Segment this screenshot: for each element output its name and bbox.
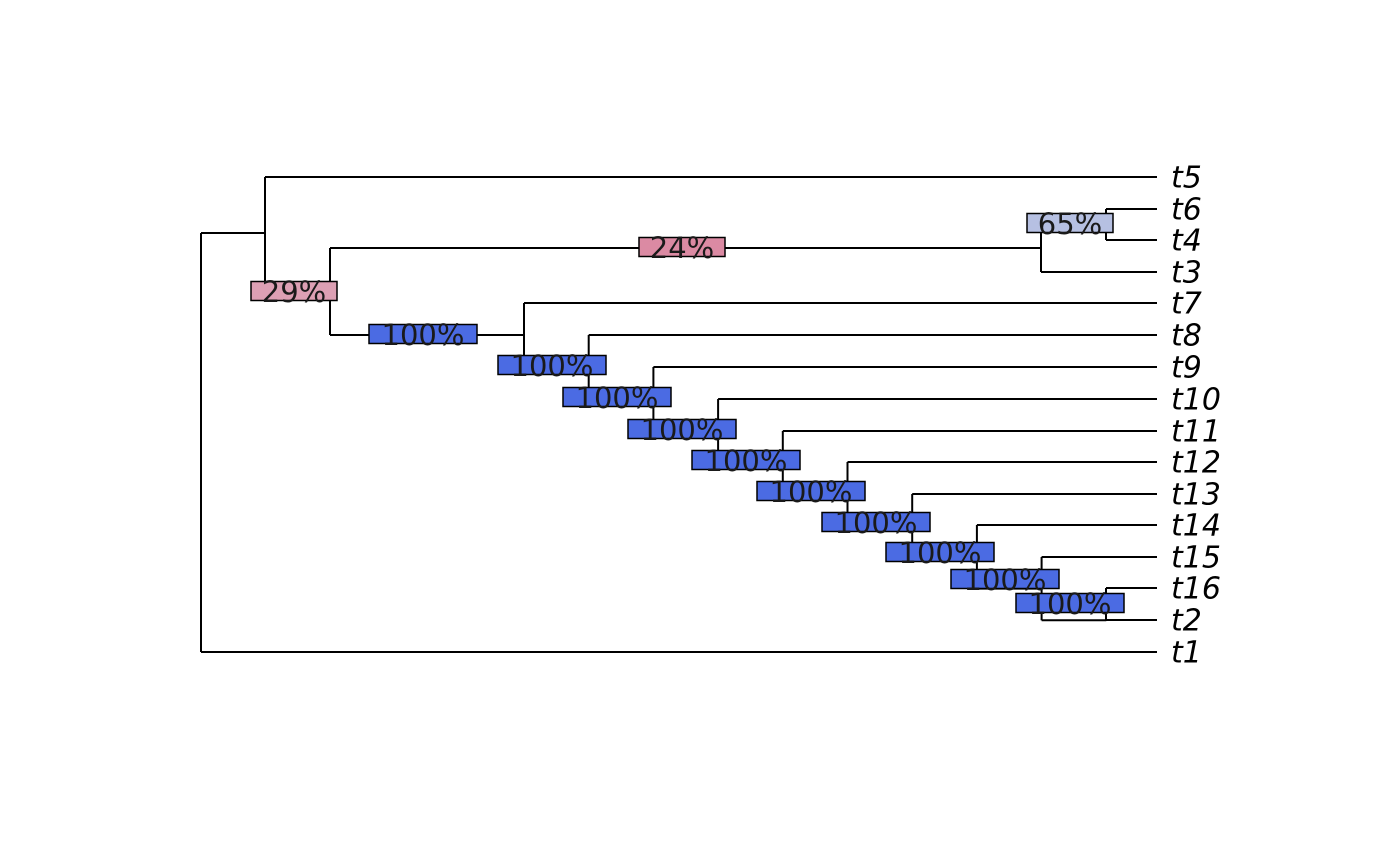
tip-label-t12: t12 bbox=[1171, 446, 1221, 481]
tip-label-t14: t14 bbox=[1171, 509, 1221, 544]
support-value: 100% bbox=[705, 444, 788, 478]
support-label: 100% bbox=[368, 318, 478, 352]
support-box bbox=[821, 511, 931, 533]
tip-label-t9: t9 bbox=[1171, 351, 1202, 386]
tip-label-t8: t8 bbox=[1171, 319, 1202, 354]
support-box bbox=[1026, 212, 1114, 234]
tip-label-t15: t15 bbox=[1171, 541, 1221, 576]
tip-label-t4: t4 bbox=[1171, 224, 1202, 259]
support-box bbox=[250, 280, 338, 302]
support-label: 100% bbox=[821, 506, 931, 540]
support-label: 100% bbox=[627, 413, 737, 447]
support-box bbox=[885, 541, 995, 563]
support-label: 100% bbox=[497, 349, 607, 383]
support-value: 100% bbox=[964, 563, 1047, 597]
tip-label-t10: t10 bbox=[1171, 383, 1221, 418]
support-box bbox=[756, 480, 866, 502]
support-label: 100% bbox=[691, 444, 801, 478]
tip-label-t5: t5 bbox=[1171, 161, 1202, 196]
support-box bbox=[562, 386, 672, 408]
support-value: 29% bbox=[262, 275, 326, 309]
tip-label-t16: t16 bbox=[1171, 572, 1221, 607]
tip-label-t1: t1 bbox=[1171, 636, 1202, 671]
support-value: 100% bbox=[641, 413, 724, 447]
support-label: 100% bbox=[885, 536, 995, 570]
support-label: 100% bbox=[1015, 587, 1125, 621]
support-value: 100% bbox=[576, 381, 659, 415]
support-value: 100% bbox=[899, 536, 982, 570]
tip-label-t7: t7 bbox=[1171, 287, 1202, 322]
support-box bbox=[950, 568, 1060, 590]
tip-label-t6: t6 bbox=[1171, 193, 1202, 228]
support-box bbox=[497, 354, 607, 376]
tip-label-t11: t11 bbox=[1171, 415, 1221, 450]
tip-label-t3: t3 bbox=[1171, 256, 1202, 291]
support-value: 24% bbox=[650, 231, 714, 265]
support-box bbox=[368, 323, 478, 345]
support-value: 100% bbox=[835, 506, 918, 540]
support-box bbox=[638, 236, 726, 258]
support-label: 65% bbox=[1026, 207, 1114, 241]
support-label: 24% bbox=[638, 231, 726, 265]
support-box bbox=[1015, 592, 1125, 614]
support-box bbox=[691, 449, 801, 471]
support-value: 65% bbox=[1038, 207, 1102, 241]
support-value: 100% bbox=[382, 318, 465, 352]
support-labels: 29%24%65%100%100%100%100%100%100%100%100… bbox=[250, 207, 1125, 621]
support-label: 100% bbox=[562, 381, 672, 415]
support-box bbox=[627, 418, 737, 440]
support-value: 100% bbox=[1029, 587, 1112, 621]
support-label: 100% bbox=[950, 563, 1060, 597]
tip-label-t13: t13 bbox=[1171, 478, 1221, 513]
support-value: 100% bbox=[511, 349, 594, 383]
support-value: 100% bbox=[770, 475, 853, 509]
tip-label-t2: t2 bbox=[1171, 604, 1202, 639]
support-label: 100% bbox=[756, 475, 866, 509]
support-label: 29% bbox=[250, 275, 338, 309]
